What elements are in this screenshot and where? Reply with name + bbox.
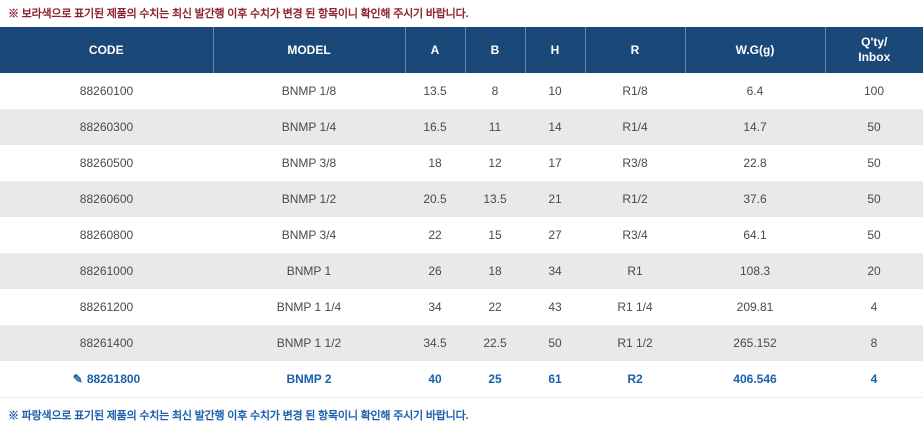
cell-h: 21 <box>525 181 585 218</box>
cell-r: R2 <box>585 361 685 398</box>
cell-r: R1 1/2 <box>585 325 685 362</box>
table-row: 88260100 BNMP 1/8 13.5 8 10 R1/8 6.4 100 <box>0 73 923 110</box>
cell-model: BNMP 1 1/4 <box>213 289 405 326</box>
cell-model: BNMP 1/2 <box>213 181 405 218</box>
cell-model: BNMP 1/4 <box>213 109 405 146</box>
cell-h: 50 <box>525 325 585 362</box>
cell-qty: 50 <box>825 109 923 146</box>
cell-model: BNMP 2 <box>213 361 405 398</box>
cell-h: 14 <box>525 109 585 146</box>
top-note: ※ 보라색으로 표기된 제품의 수치는 최신 발간행 이후 수치가 변경 된 항… <box>8 8 469 20</box>
product-spec-table: CODE MODEL A B H R W.G(g) Q'ty/ Inbox 88260100 B… <box>0 27 923 398</box>
column-header-code: CODE <box>0 27 213 73</box>
table-row: 88260500 BNMP 3/8 18 12 17 R3/8 22.8 50 <box>0 145 923 182</box>
column-header-wg: W.G(g) <box>684 27 825 73</box>
cell-wg: 209.81 <box>685 289 825 326</box>
cell-qty: 100 <box>825 73 923 110</box>
bottom-note: ※ 파랑색으로 표기된 제품의 수치는 최신 발간행 이후 수치가 변경 된 항… <box>8 409 469 422</box>
cell-model: BNMP 1 1/2 <box>213 325 405 362</box>
table-row: 88260300 BNMP 1/4 16.5 11 14 R1/4 14.7 50 <box>0 109 923 146</box>
table-header-row: CODE MODEL A B H R W.G(g) Q'ty/ Inbox <box>0 27 923 73</box>
cell-code: 88261200 <box>0 289 213 326</box>
column-header-r: R <box>584 27 685 73</box>
cell-wg: 6.4 <box>685 73 825 110</box>
cell-r: R1 1/4 <box>585 289 685 326</box>
cell-wg: 64.1 <box>685 217 825 254</box>
cell-qty: 8 <box>825 325 923 362</box>
cell-b: 13.5 <box>465 181 525 218</box>
cell-code[interactable]: ✎ 88261800 <box>0 361 213 398</box>
cell-r: R1/2 <box>585 181 685 218</box>
cell-r: R1/8 <box>585 73 685 110</box>
column-header-model: MODEL <box>212 27 405 73</box>
cell-b: 11 <box>465 109 525 146</box>
cell-b: 18 <box>465 253 525 290</box>
cell-b: 22 <box>465 289 525 326</box>
cell-qty: 20 <box>825 253 923 290</box>
table-row: 88261000 BNMP 1 26 18 34 R1 108.3 20 <box>0 253 923 290</box>
column-header-b: B <box>464 27 525 73</box>
table-row: 88260800 BNMP 3/4 22 15 27 R3/4 64.1 50 <box>0 217 923 254</box>
cell-code: 88261000 <box>0 253 213 290</box>
cell-wg: 14.7 <box>685 109 825 146</box>
cell-h: 27 <box>525 217 585 254</box>
cell-b: 8 <box>465 73 525 110</box>
code-text: 88261800 <box>86 372 141 386</box>
cell-model: BNMP 1/8 <box>213 73 405 110</box>
cell-a: 18 <box>405 145 465 182</box>
column-header-qty: Q'ty/ Inbox <box>824 27 923 73</box>
table-body: 88260100 BNMP 1/8 13.5 8 10 R1/8 6.4 100 8826030… <box>0 73 923 398</box>
cell-qty: 50 <box>825 217 923 254</box>
cell-a: 13.5 <box>405 73 465 110</box>
column-header-a: A <box>404 27 465 73</box>
cell-code: 88260800 <box>0 217 213 254</box>
cell-wg: 108.3 <box>685 253 825 290</box>
cell-a: 34 <box>405 289 465 326</box>
cell-qty: 50 <box>825 181 923 218</box>
cell-h: 10 <box>525 73 585 110</box>
cell-code: 88260600 <box>0 181 213 218</box>
cell-wg: 37.6 <box>685 181 825 218</box>
cell-model: BNMP 3/4 <box>213 217 405 254</box>
cell-b: 25 <box>465 361 525 398</box>
cell-a: 40 <box>405 361 465 398</box>
table-row: ✎ 88261800 BNMP 2 40 25 61 R2 406.546 4 <box>0 361 923 398</box>
cell-a: 16.5 <box>405 109 465 146</box>
cell-model: BNMP 3/8 <box>213 145 405 182</box>
table-row: 88261400 BNMP 1 1/2 34.5 22.5 50 R1 1/2 265.15… <box>0 325 923 362</box>
cell-r: R1 <box>585 253 685 290</box>
cell-a: 22 <box>405 217 465 254</box>
cell-h: 17 <box>525 145 585 182</box>
cell-code: 88261400 <box>0 325 213 362</box>
cell-h: 61 <box>525 361 585 398</box>
cell-r: R3/8 <box>585 145 685 182</box>
cell-b: 15 <box>465 217 525 254</box>
cell-model: BNMP 1 <box>213 253 405 290</box>
cell-wg: 265.152 <box>685 325 825 362</box>
cell-h: 43 <box>525 289 585 326</box>
cell-code: 88260500 <box>0 145 213 182</box>
table-row: 88261200 BNMP 1 1/4 34 22 43 R1 1/4 209.81 4 <box>0 289 923 326</box>
cell-a: 20.5 <box>405 181 465 218</box>
cell-code: 88260300 <box>0 109 213 146</box>
cell-wg: 406.546 <box>685 361 825 398</box>
column-header-h: H <box>524 27 585 73</box>
edit-icon: ✎ <box>72 372 83 386</box>
cell-r: R3/4 <box>585 217 685 254</box>
cell-qty: 4 <box>825 361 923 398</box>
cell-wg: 22.8 <box>685 145 825 182</box>
cell-qty: 50 <box>825 145 923 182</box>
table-row: 88260600 BNMP 1/2 20.5 13.5 21 R1/2 37.6 50 <box>0 181 923 218</box>
cell-code: 88260100 <box>0 73 213 110</box>
cell-a: 26 <box>405 253 465 290</box>
cell-b: 22.5 <box>465 325 525 362</box>
cell-a: 34.5 <box>405 325 465 362</box>
cell-qty: 4 <box>825 289 923 326</box>
cell-b: 12 <box>465 145 525 182</box>
cell-h: 34 <box>525 253 585 290</box>
cell-r: R1/4 <box>585 109 685 146</box>
